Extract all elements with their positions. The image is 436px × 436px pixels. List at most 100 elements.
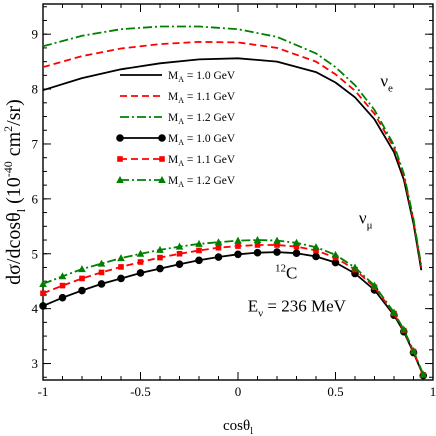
data-point-square	[59, 282, 66, 289]
series-1	[42, 57, 423, 271]
data-point-triangle	[370, 281, 379, 289]
series-line	[42, 25, 423, 266]
data-point-triangle	[117, 254, 125, 262]
data-point-triangle	[78, 265, 86, 273]
annotation-nu-e: νe	[380, 71, 393, 94]
series-line	[42, 239, 425, 375]
legend-marker	[159, 156, 165, 162]
series-4	[39, 248, 428, 380]
data-point-triangle	[390, 308, 398, 316]
series-3	[42, 25, 423, 266]
data-point-triangle	[312, 243, 320, 251]
y-axis-label: dσ/dcosθl (10-40 cm2/sr)	[1, 99, 28, 285]
y-tick-label: 7	[32, 136, 39, 151]
axis-labels: cosθl dσ/dcosθl (10-40 cm2/sr)	[1, 99, 253, 436]
data-point-circle	[234, 250, 242, 259]
data-point-triangle	[58, 272, 67, 280]
x-tick-label: -0.5	[130, 384, 151, 399]
data-point-square	[235, 243, 241, 249]
data-point-square	[196, 247, 202, 254]
data-point-circle	[253, 248, 262, 257]
data-point-circle	[312, 252, 320, 261]
data-point-circle	[175, 260, 184, 268]
legend-label: MA = 1.2 GeV	[168, 112, 236, 126]
data-point-circle	[136, 269, 145, 277]
x-tick-label: -1	[38, 384, 49, 399]
data-point-triangle	[419, 370, 428, 378]
series-line	[42, 244, 425, 376]
legend-label: MA = 1.0 GeV	[168, 133, 236, 147]
y-tick-label: 4	[32, 301, 39, 316]
y-tick-label: 9	[32, 27, 39, 42]
data-point-square	[254, 242, 261, 248]
data-point-square	[313, 247, 319, 254]
data-point-square	[40, 290, 46, 297]
data-point-triangle	[156, 245, 164, 253]
series-6	[39, 236, 428, 378]
data-point-square	[137, 259, 144, 265]
annotation-nu-mu: νμ	[359, 209, 373, 232]
data-point-square	[98, 269, 105, 276]
x-axis-label: cosθl	[223, 418, 253, 436]
x-tick-label: 0.5	[327, 384, 343, 399]
data-point-triangle	[292, 238, 301, 246]
data-point-triangle	[253, 236, 262, 244]
legend-marker	[158, 134, 166, 142]
data-point-triangle	[175, 242, 184, 250]
legend-marker	[158, 176, 166, 183]
data-point-triangle	[273, 236, 281, 244]
data-point-circle	[97, 280, 106, 288]
legend-entry: MA = 1.0 GeV	[116, 133, 236, 147]
plot-frame	[42, 3, 434, 381]
y-tick-label: 8	[32, 82, 39, 97]
y-tick-label: 3	[32, 356, 39, 371]
data-point-triangle	[399, 325, 408, 333]
annotation-nucleus: 12C	[275, 262, 297, 282]
legend-entry: MA = 1.0 GeV	[120, 70, 236, 84]
data-point-triangle	[234, 236, 242, 244]
legend-marker	[116, 176, 124, 183]
data-point-circle	[58, 293, 67, 302]
legend-label: MA = 1.1 GeV	[168, 91, 236, 105]
data-point-triangle	[39, 279, 47, 287]
data-point-square	[176, 250, 183, 257]
data-point-circle	[273, 248, 281, 256]
legend-entry: MA = 1.2 GeV	[116, 175, 236, 189]
data-point-triangle	[331, 250, 340, 258]
annotation-energy: Eν = 236 MeV	[248, 296, 347, 319]
data-point-square	[118, 264, 124, 270]
series-line	[42, 251, 425, 376]
x-tick-label: 1	[430, 384, 436, 399]
legend-marker	[117, 156, 123, 162]
data-point-circle	[78, 286, 86, 295]
data-point-triangle	[214, 238, 223, 246]
data-point-triangle	[136, 249, 145, 257]
series-line	[42, 57, 423, 271]
data-point-circle	[195, 256, 203, 265]
data-point-triangle	[195, 239, 203, 247]
x-tick-label: 0	[235, 384, 242, 399]
y-tick-label: 6	[32, 191, 39, 206]
data-point-circle	[292, 249, 301, 258]
data-point-square	[79, 275, 85, 282]
data-point-square	[215, 244, 222, 251]
data-point-square	[274, 242, 280, 248]
legend-label: MA = 1.2 GeV	[168, 175, 236, 189]
data-point-triangle	[97, 259, 106, 267]
series-5	[40, 242, 427, 378]
legend: MA = 1.0 GeV MA = 1.1 GeV MA = 1.2 GeV MA =…	[116, 70, 236, 189]
series-lines	[39, 25, 428, 380]
data-point-circle	[117, 274, 125, 283]
axes: -1 -0.5 0 0.5 1 3 4 5 6 7 8 9	[32, 3, 436, 399]
data-point-circle	[39, 302, 47, 310]
data-point-square	[157, 254, 163, 261]
data-point-square	[293, 243, 300, 250]
legend-label: MA = 1.1 GeV	[168, 154, 236, 168]
series-line	[42, 41, 423, 268]
legend-label: MA = 1.0 GeV	[168, 70, 236, 84]
data-point-circle	[156, 264, 164, 273]
legend-entry: MA = 1.1 GeV	[120, 91, 236, 105]
annotations: νe νμ 12C Eν = 236 MeV	[248, 71, 393, 319]
legend-entry: MA = 1.2 GeV	[120, 112, 236, 126]
